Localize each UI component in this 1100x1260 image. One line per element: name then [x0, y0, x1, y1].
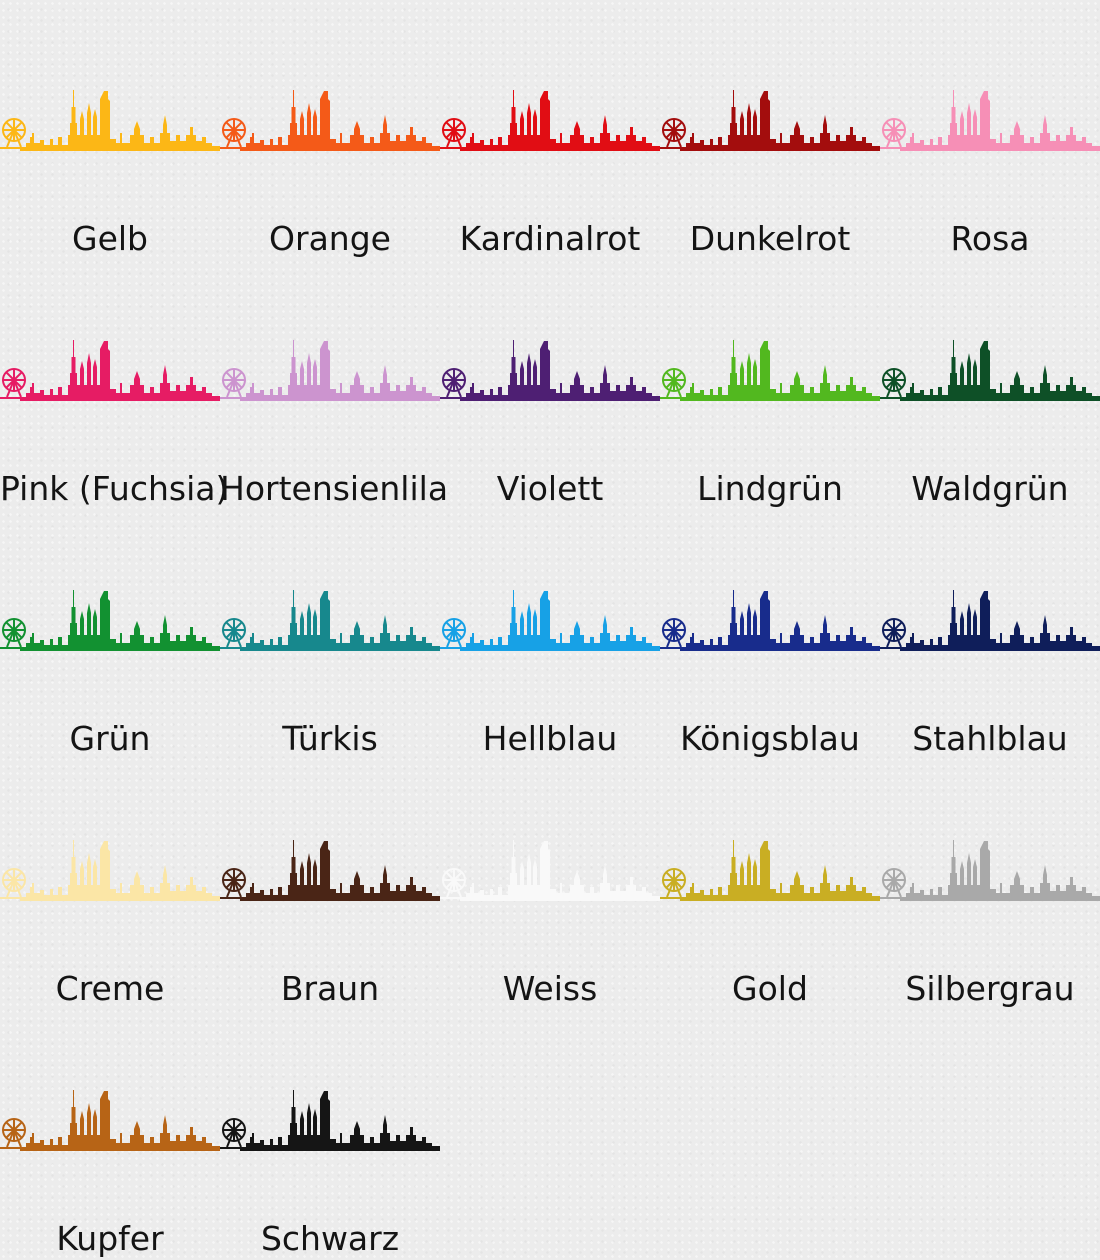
swatch-pink-fuchsia: Pink (Fuchsia) [0, 260, 229, 510]
skyline-silhouette-lindgrün [660, 335, 880, 405]
swatch-stahlblau: Stahlblau [880, 510, 1100, 760]
color-name-label: Weiss [502, 969, 598, 1008]
swatch-violett: Violett [440, 260, 660, 510]
skyline-silhouette-violett [440, 335, 660, 405]
skyline-silhouette-kupfer [0, 1085, 220, 1155]
swatch-creme: Creme [0, 760, 220, 1010]
swatch-kupfer: Kupfer [0, 1010, 220, 1260]
skyline-silhouette-hortensienlila [220, 335, 440, 405]
color-name-label: Stahlblau [912, 719, 1068, 758]
swatch-braun: Braun [220, 760, 440, 1010]
skyline-silhouette-waldgrün [880, 335, 1100, 405]
skyline-silhouette-kardinalrot [440, 85, 660, 155]
color-name-label: Pink (Fuchsia) [0, 469, 229, 508]
skyline-silhouette-orange [220, 85, 440, 155]
color-name-label: Waldgrün [911, 469, 1069, 508]
swatch-gold: Gold [660, 760, 880, 1010]
color-name-label: Königsblau [680, 719, 860, 758]
color-name-label: Hortensienlila [220, 469, 449, 508]
skyline-silhouette-silbergrau [880, 835, 1100, 905]
swatch-weiss: Weiss [440, 760, 660, 1010]
color-name-label: Grün [69, 719, 151, 758]
color-name-label: Orange [269, 219, 391, 258]
swatch-orange: Orange [220, 10, 440, 260]
color-name-label: Braun [280, 969, 380, 1008]
skyline-silhouette-weiss [440, 835, 660, 905]
swatch-gelb: Gelb [0, 10, 220, 260]
color-name-label: Schwarz [260, 1219, 400, 1258]
skyline-silhouette-gold [660, 835, 880, 905]
skyline-silhouette-creme [0, 835, 220, 905]
skyline-silhouette-türkis [220, 585, 440, 655]
skyline-silhouette-dunkelrot [660, 85, 880, 155]
swatch-waldgrün: Waldgrün [880, 260, 1100, 510]
color-name-label: Gelb [72, 219, 148, 258]
color-name-label: Kupfer [56, 1219, 164, 1258]
skyline-silhouette-grün [0, 585, 220, 655]
skyline-silhouette-pink-fuchsia [0, 335, 220, 405]
swatch-dunkelrot: Dunkelrot [660, 10, 880, 260]
color-name-label: Lindgrün [697, 469, 843, 508]
swatch-hellblau: Hellblau [440, 510, 660, 760]
color-name-label: Dunkelrot [689, 219, 851, 258]
skyline-silhouette-schwarz [220, 1085, 440, 1155]
color-name-label: Gold [732, 969, 808, 1008]
swatch-rosa: Rosa [880, 10, 1100, 260]
swatch-schwarz: Schwarz [220, 1010, 440, 1260]
skyline-silhouette-braun [220, 835, 440, 905]
color-name-label: Violett [496, 469, 604, 508]
color-name-label: Hellblau [482, 719, 618, 758]
skyline-silhouette-hellblau [440, 585, 660, 655]
color-name-label: Kardinalrot [459, 219, 641, 258]
color-name-label: Türkis [282, 719, 378, 758]
swatch-lindgrün: Lindgrün [660, 260, 880, 510]
color-name-label: Silbergrau [905, 969, 1075, 1008]
swatch-grün: Grün [0, 510, 220, 760]
swatch-hortensienlila: Hortensienlila [220, 260, 449, 510]
skyline-silhouette-gelb [0, 85, 220, 155]
swatch-kardinalrot: Kardinalrot [440, 10, 660, 260]
skyline-silhouette-stahlblau [880, 585, 1100, 655]
swatch-königsblau: Königsblau [660, 510, 880, 760]
color-name-label: Creme [55, 969, 165, 1008]
swatch-türkis: Türkis [220, 510, 440, 760]
skyline-silhouette-rosa [880, 85, 1100, 155]
skyline-silhouette-königsblau [660, 585, 880, 655]
swatch-silbergrau: Silbergrau [880, 760, 1100, 1010]
color-name-label: Rosa [950, 219, 1030, 258]
